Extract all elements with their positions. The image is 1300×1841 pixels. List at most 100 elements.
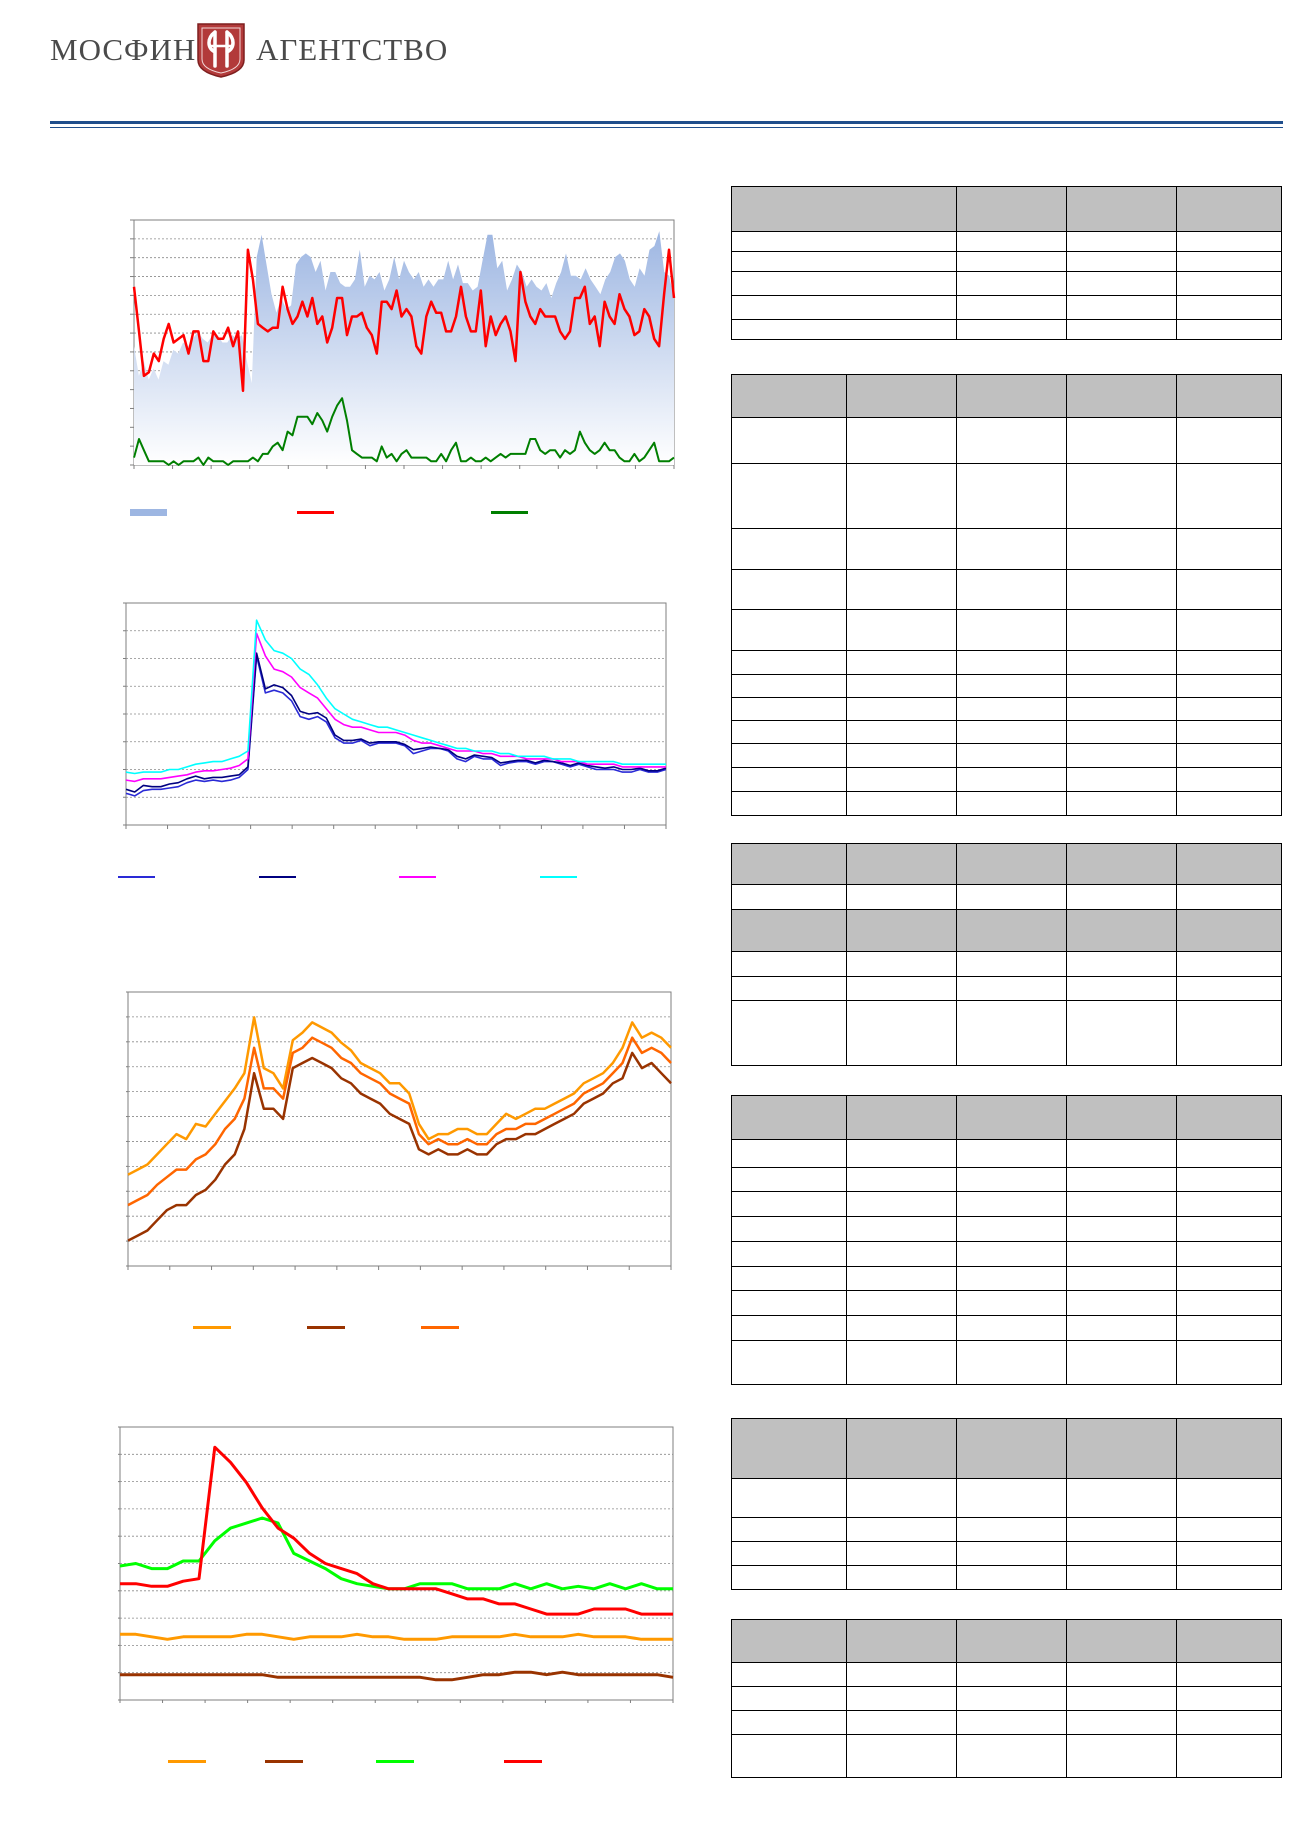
chart-3-legend xyxy=(193,1326,473,1346)
table-cell xyxy=(956,1541,1067,1566)
table-cell xyxy=(956,951,1067,977)
table-header-cell xyxy=(1176,374,1282,418)
logo-text-left: МОСФИН xyxy=(50,32,197,67)
chart3-plot-area xyxy=(127,991,672,1267)
table-cell xyxy=(1066,791,1177,816)
table-header-cell xyxy=(956,1418,1067,1479)
table-4 xyxy=(731,1095,1282,1385)
table-cell xyxy=(956,720,1067,744)
table-header-cell xyxy=(956,1095,1067,1140)
table-cell xyxy=(1176,1139,1282,1168)
table-cell xyxy=(1176,609,1282,651)
table-cell xyxy=(846,674,957,698)
legend-swatch-brown xyxy=(307,1326,345,1329)
legend-swatch-blue xyxy=(118,876,155,878)
table-cell xyxy=(956,884,1067,910)
table-cell xyxy=(846,720,957,744)
table-header-cell xyxy=(1066,843,1177,885)
table-cell xyxy=(846,1478,957,1518)
table-cell xyxy=(956,1517,1067,1542)
table-header-cell xyxy=(846,909,957,952)
table-cell xyxy=(731,674,847,698)
legend-swatch-orange-2 xyxy=(168,1760,206,1763)
table-cell xyxy=(731,1266,847,1291)
table-cell xyxy=(731,1686,847,1711)
table-cell xyxy=(956,1662,1067,1687)
table-header-cell xyxy=(846,374,957,418)
table-cell xyxy=(956,319,1067,340)
table-cell xyxy=(1176,1191,1282,1217)
table-cell xyxy=(1066,1517,1177,1542)
chart1-series-3-line xyxy=(133,397,675,466)
table-cell xyxy=(1176,417,1282,464)
table-header-cell xyxy=(1176,1619,1282,1663)
table-cell xyxy=(1066,951,1177,977)
table-cell xyxy=(956,791,1067,816)
table-cell xyxy=(1176,271,1282,296)
table-header-cell xyxy=(731,1619,847,1663)
table-cell xyxy=(1066,1216,1177,1242)
table-cell xyxy=(1176,767,1282,792)
table-cell xyxy=(731,417,847,464)
table-header-cell xyxy=(956,186,1067,232)
table-cell xyxy=(956,697,1067,721)
logo: МОСФИН АГЕНТСТВО xyxy=(50,20,447,80)
table-cell xyxy=(731,528,847,570)
table-cell xyxy=(1176,1340,1282,1385)
table-cell xyxy=(846,743,957,768)
logo-text-right: АГЕНТСТВО xyxy=(256,32,449,67)
table-cell xyxy=(1176,791,1282,816)
table-cell xyxy=(956,231,1067,252)
chart4-series-1-line xyxy=(120,1632,673,1641)
table-cell xyxy=(846,951,957,977)
table-header-cell xyxy=(1066,909,1177,952)
chart3-series-2-line xyxy=(127,1036,672,1207)
table-cell xyxy=(956,609,1067,651)
table-header-cell xyxy=(731,843,847,885)
table-cell xyxy=(846,1734,957,1778)
header-rule-thin xyxy=(50,127,1283,128)
table-header-cell xyxy=(1176,843,1282,885)
chart2-series-4-line xyxy=(125,619,666,775)
table-cell xyxy=(846,1191,957,1217)
table-cell xyxy=(956,569,1067,610)
table-cell xyxy=(956,295,1067,320)
table-cell xyxy=(846,1241,957,1267)
table-cell xyxy=(956,1139,1067,1168)
table-cell xyxy=(1176,231,1282,252)
table-cell xyxy=(731,1710,847,1735)
table-cell xyxy=(1066,1478,1177,1518)
table-cell xyxy=(1176,951,1282,977)
table-header-cell xyxy=(956,843,1067,885)
chart-2 xyxy=(123,600,678,830)
table-header-cell xyxy=(731,1095,847,1140)
table-cell xyxy=(956,1478,1067,1518)
table-cell xyxy=(1176,1686,1282,1711)
table-header-cell xyxy=(1066,374,1177,418)
table-header-cell xyxy=(1176,1418,1282,1479)
table-cell xyxy=(956,743,1067,768)
table-cell xyxy=(1066,1340,1177,1385)
table-cell xyxy=(846,1565,957,1590)
table-2 xyxy=(731,374,1282,816)
table-cell xyxy=(846,1710,957,1735)
table-cell xyxy=(956,1216,1067,1242)
table-cell xyxy=(1066,1565,1177,1590)
chart-2-svg xyxy=(123,602,667,829)
chart-1 xyxy=(126,215,676,470)
table-cell xyxy=(846,463,957,529)
table-cell xyxy=(846,1000,957,1066)
table-cell xyxy=(1176,720,1282,744)
table-cell xyxy=(956,1266,1067,1291)
table-cell xyxy=(1176,976,1282,1001)
table-cell xyxy=(731,976,847,1001)
table-cell xyxy=(956,1191,1067,1217)
legend-swatch-cyan xyxy=(540,876,577,878)
table-cell xyxy=(731,1000,847,1066)
table-cell xyxy=(846,791,957,816)
table-cell xyxy=(1176,650,1282,675)
table-cell xyxy=(1066,1266,1177,1291)
table-cell xyxy=(1176,1241,1282,1267)
table-cell xyxy=(956,1686,1067,1711)
chart-3-svg xyxy=(126,991,672,1270)
